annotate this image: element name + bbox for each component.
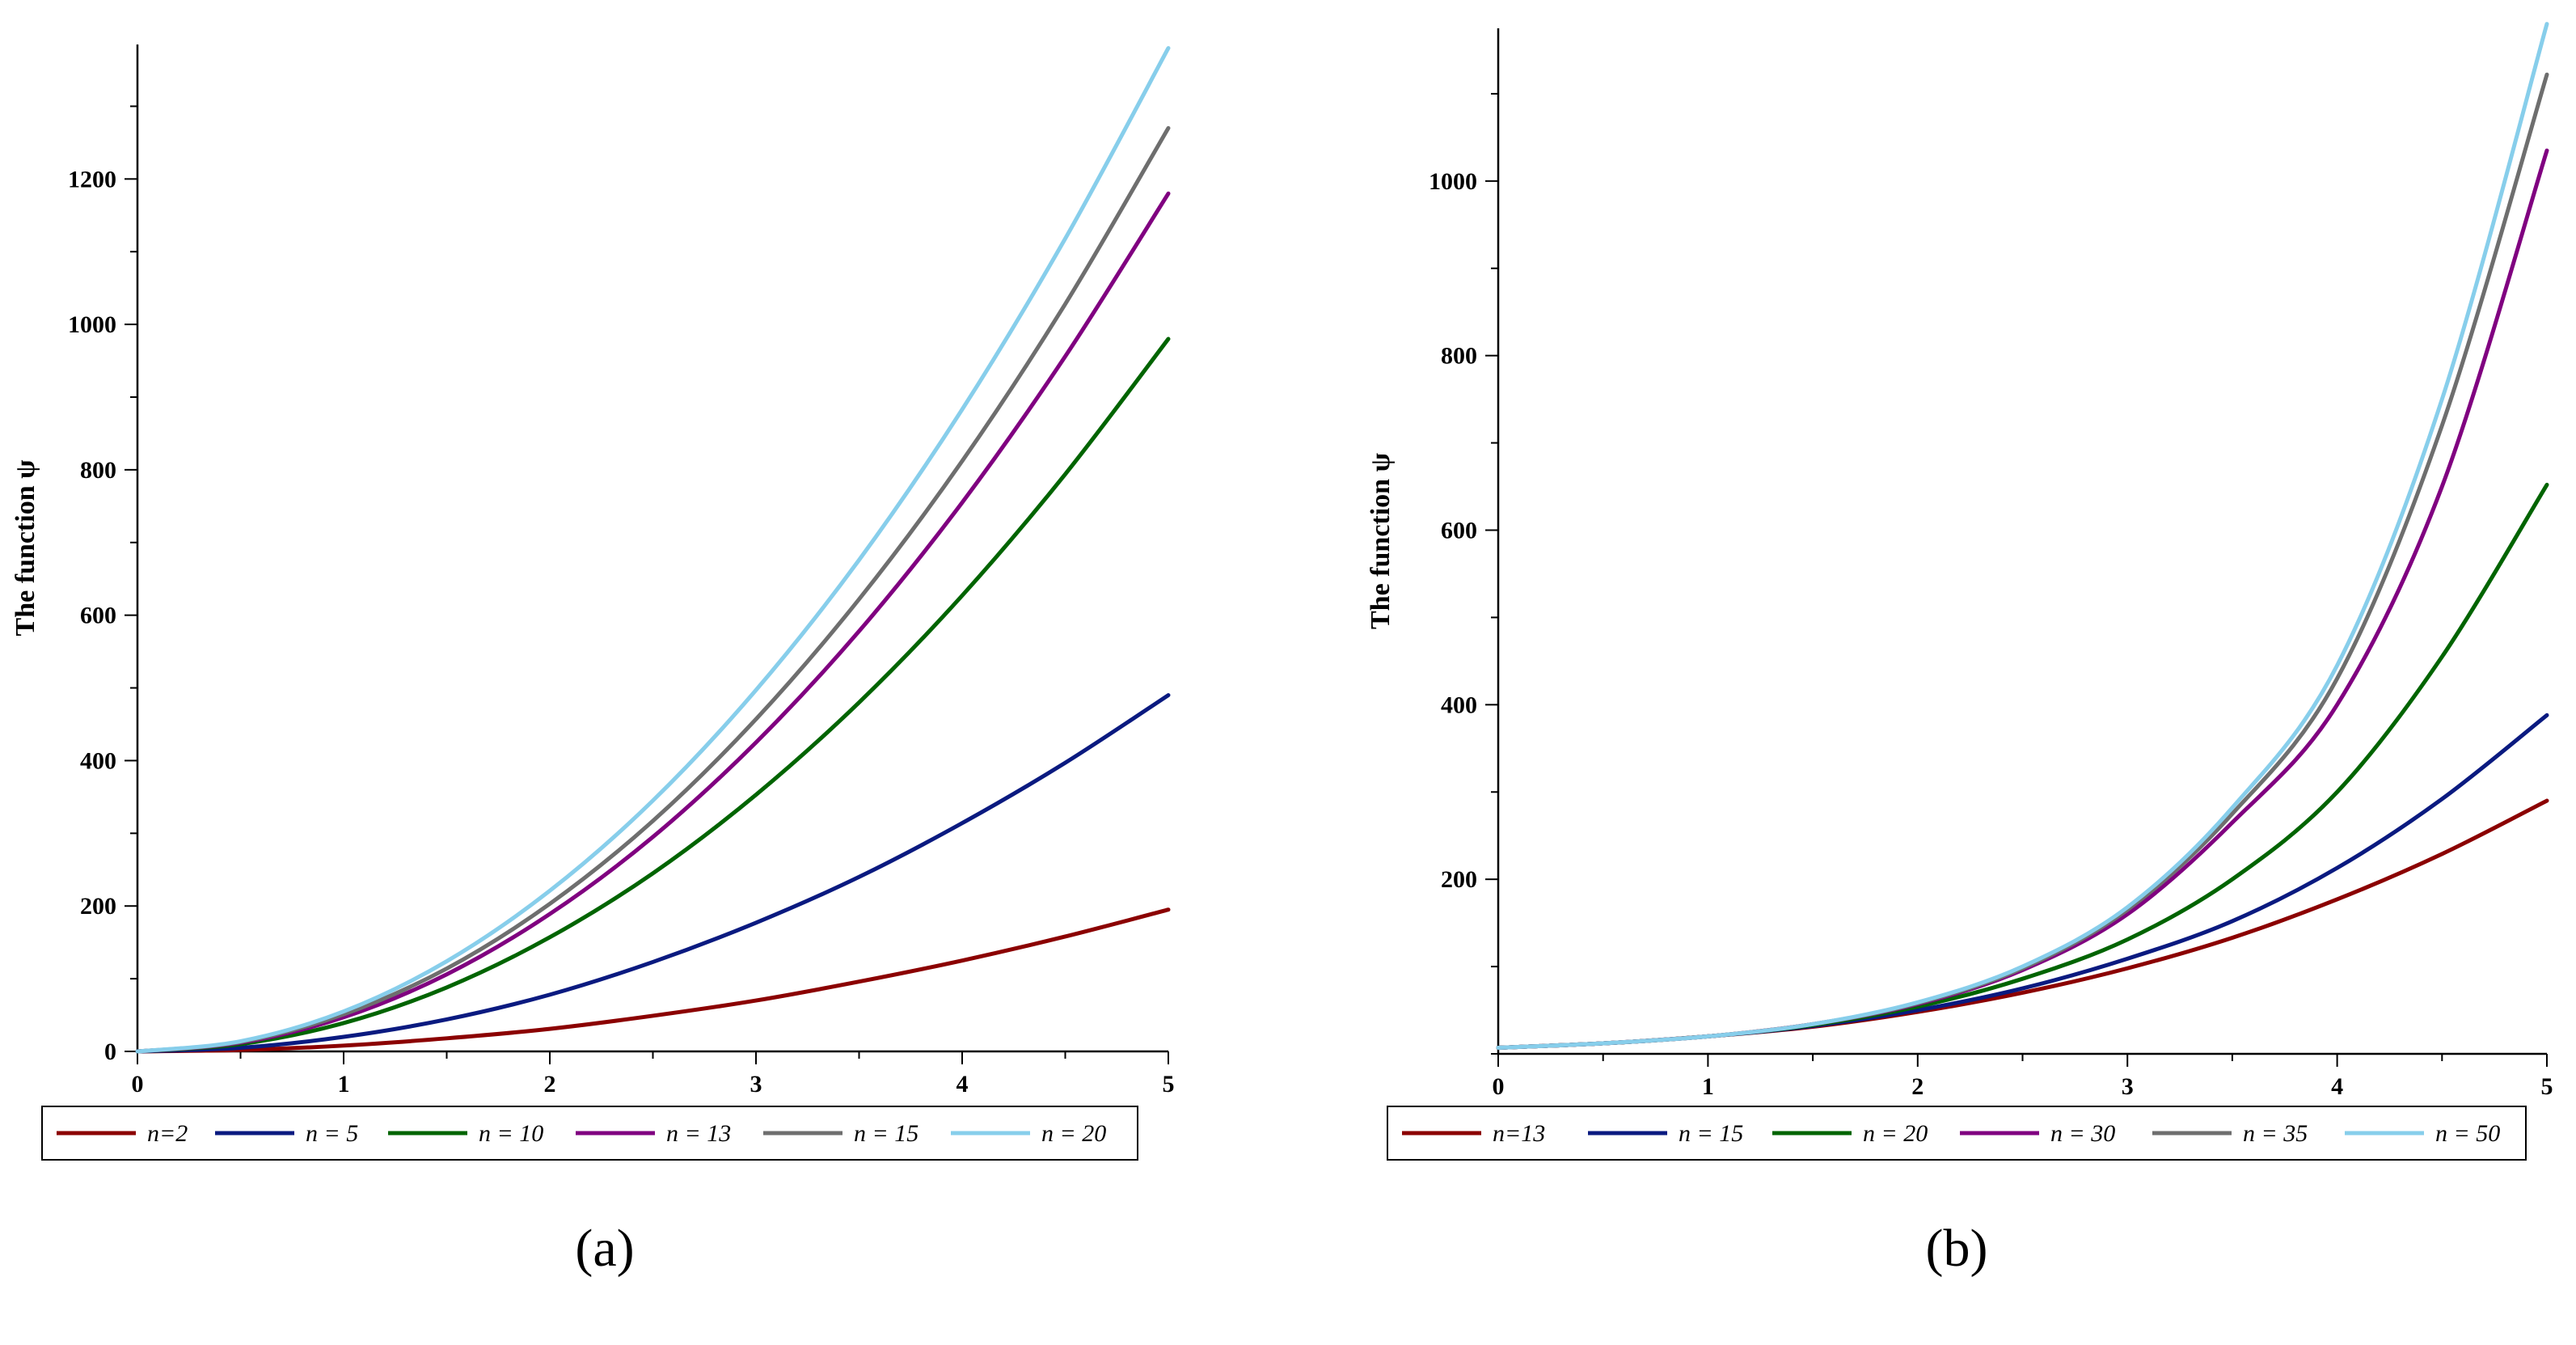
x-tick-label: 2 — [544, 1071, 556, 1098]
panel-caption: (b) — [1926, 1219, 1988, 1278]
x-tick-label: 3 — [2122, 1073, 2134, 1100]
x-tick-label: 4 — [2331, 1073, 2343, 1100]
panel-caption: (a) — [575, 1219, 634, 1278]
y-tick-label: 1000 — [68, 311, 116, 338]
x-tick-label: 3 — [750, 1071, 762, 1098]
series-line-5 — [135, 125, 1171, 1054]
series-line-4 — [1496, 148, 2549, 1050]
legend-box — [1387, 1106, 2527, 1161]
y-tick-label: 0 — [104, 1038, 116, 1065]
legend-label-6: n = 20 — [1041, 1120, 1106, 1147]
y-tick-label: 600 — [1441, 518, 1477, 544]
legend-label-5: n = 35 — [2243, 1120, 2308, 1147]
x-tick-label: 1 — [1702, 1073, 1714, 1100]
y-tick-label: 800 — [80, 457, 116, 484]
legend-label-4: n = 30 — [2050, 1120, 2115, 1147]
panel-a: 012345020040060080010001200xThe function… — [11, 44, 1175, 1278]
y-tick-label: 800 — [1441, 343, 1477, 370]
series-line-6 — [135, 45, 1171, 1054]
x-tick-label: 5 — [1163, 1071, 1175, 1098]
x-tick-label: 0 — [1493, 1073, 1505, 1100]
x-tick-label: 0 — [132, 1071, 144, 1098]
y-axis-title: The function ψ — [1366, 452, 1396, 629]
series-line-6 — [1496, 22, 2549, 1050]
legend-label-1: n=2 — [147, 1120, 188, 1147]
x-tick-label: 5 — [2541, 1073, 2553, 1100]
y-tick-label: 400 — [1441, 692, 1477, 718]
legend-label-2: n = 5 — [306, 1120, 358, 1147]
series-line-2 — [135, 693, 1171, 1054]
legend-label-2: n = 15 — [1679, 1120, 1743, 1147]
series-line-1 — [135, 907, 1171, 1054]
series-line-3 — [135, 336, 1171, 1054]
y-tick-label: 1000 — [1429, 168, 1477, 195]
series-line-2 — [1496, 713, 2549, 1050]
legend-label-3: n = 20 — [1863, 1120, 1928, 1147]
y-tick-label: 600 — [80, 603, 116, 629]
legend-label-4: n = 13 — [666, 1120, 731, 1147]
y-tick-label: 400 — [80, 747, 116, 774]
y-tick-label: 1200 — [68, 166, 116, 192]
legend-label-3: n = 10 — [479, 1120, 543, 1147]
x-tick-label: 1 — [338, 1071, 350, 1098]
series-line-5 — [1496, 72, 2549, 1050]
legend-label-1: n=13 — [1493, 1120, 1545, 1147]
legend-label-6: n = 50 — [2435, 1120, 2500, 1147]
series-line-4 — [135, 191, 1171, 1054]
x-tick-label: 4 — [956, 1071, 969, 1098]
legend-label-5: n = 15 — [854, 1120, 918, 1147]
x-tick-label: 2 — [1911, 1073, 1924, 1100]
y-tick-label: 200 — [1441, 866, 1477, 893]
y-tick-label: 200 — [80, 893, 116, 920]
panel-b: 0123452004006008001000tThe function ψn=1… — [1366, 22, 2553, 1278]
y-axis-title: The function ψ — [11, 459, 40, 637]
